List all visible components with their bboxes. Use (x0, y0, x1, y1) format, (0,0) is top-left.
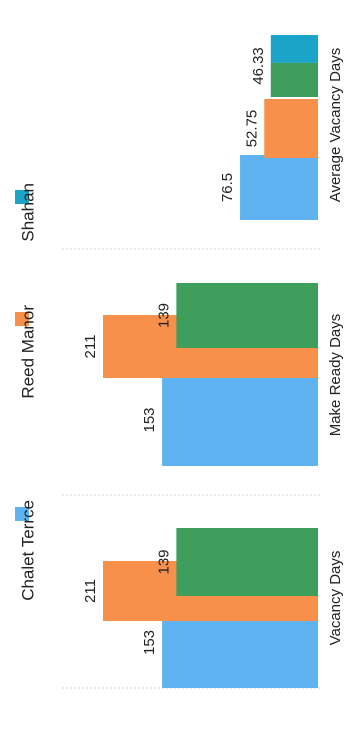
bar-shahan-average-vacancy-days (270, 35, 318, 63)
data-label: 211 (82, 335, 99, 359)
data-label: 153 (141, 630, 158, 655)
bar-series-4-vacancy-days (176, 528, 318, 596)
legend-shahan-swatch (15, 190, 29, 204)
bar-chalet-terrce-average-vacancy-days (240, 155, 318, 220)
data-label: 46.33 (250, 47, 267, 85)
data-label: 139 (155, 303, 172, 328)
legend-shahan-label: Shahan (18, 183, 37, 242)
category-label: Average Vacancy Days (327, 48, 344, 203)
legend-chalet-terrce-label: Chalet Terrce (18, 500, 37, 601)
data-label: 76.5 (219, 173, 236, 202)
data-label: 211 (82, 579, 99, 603)
bar-chalet-terrce-make-ready-days (162, 374, 318, 466)
legend-reed-manor-label: Reed Manor (18, 305, 37, 399)
data-label: 52.75 (243, 110, 260, 148)
category-label: Vacancy Days (327, 551, 344, 646)
data-label: 153 (141, 407, 158, 432)
legend-reed-manor-swatch (15, 312, 29, 326)
legend-chalet-terrce-swatch (15, 507, 29, 521)
bar-shahan-average-vacancy-days-lower (270, 62, 318, 97)
bar-series-4-make-ready-days (176, 283, 318, 348)
category-label: Make Ready Days (327, 314, 344, 437)
bar-reed-manor-average-vacancy-days (264, 99, 318, 158)
data-label: 139 (155, 549, 172, 574)
